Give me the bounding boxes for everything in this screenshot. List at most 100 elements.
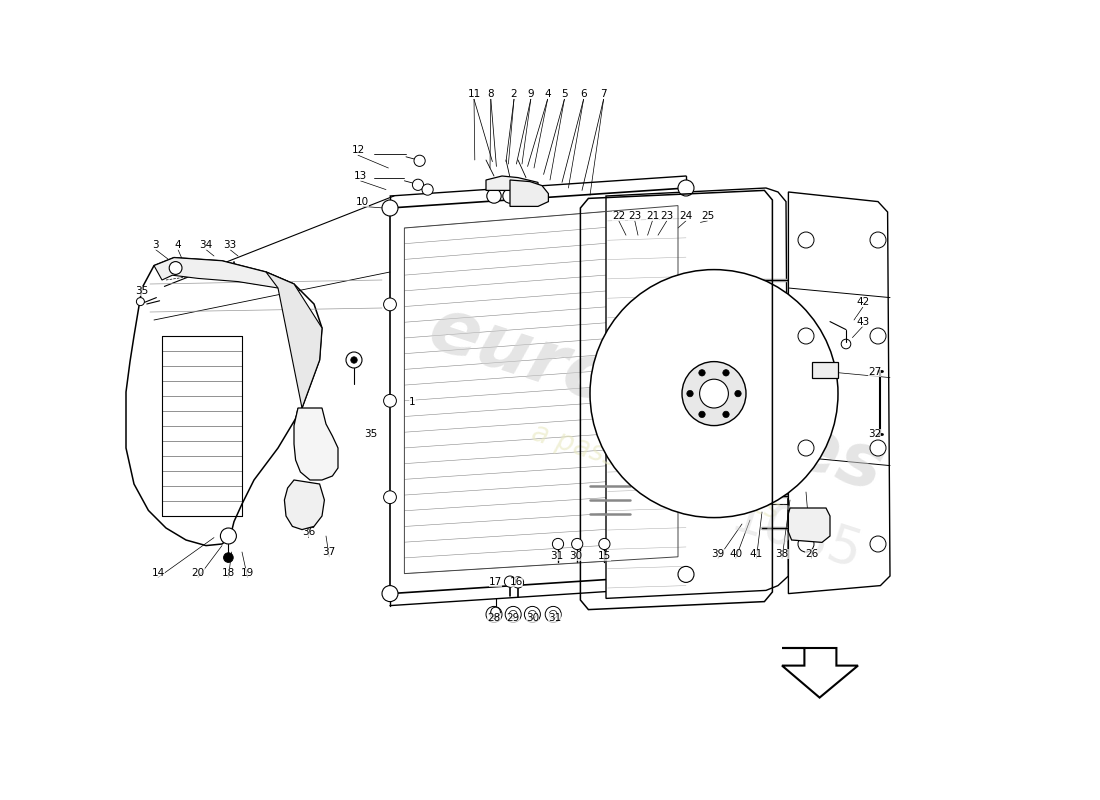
Text: 34: 34 [199, 240, 212, 250]
Text: 37: 37 [322, 547, 335, 557]
Circle shape [414, 155, 426, 166]
Text: 1: 1 [409, 397, 416, 406]
Text: 31: 31 [550, 551, 563, 561]
Polygon shape [486, 176, 538, 190]
Circle shape [422, 184, 433, 195]
Circle shape [820, 522, 829, 531]
Circle shape [870, 328, 886, 344]
Circle shape [598, 538, 611, 550]
Circle shape [735, 390, 741, 397]
Text: 17: 17 [490, 578, 503, 587]
Text: 42: 42 [856, 298, 869, 307]
Text: 36: 36 [306, 423, 319, 433]
Text: 28: 28 [487, 613, 500, 622]
Text: 26: 26 [805, 549, 818, 558]
Text: 22: 22 [613, 211, 626, 221]
Text: 4: 4 [544, 90, 551, 99]
Text: 9: 9 [528, 90, 535, 99]
Text: 25: 25 [701, 211, 714, 221]
Circle shape [503, 189, 517, 203]
Circle shape [517, 187, 527, 197]
Circle shape [169, 262, 182, 274]
Text: 21: 21 [646, 211, 659, 221]
Text: 16: 16 [509, 578, 522, 587]
Circle shape [572, 538, 583, 550]
Text: 19: 19 [241, 568, 254, 578]
Circle shape [384, 394, 396, 407]
Circle shape [513, 182, 531, 202]
Text: 10: 10 [356, 197, 370, 206]
Polygon shape [390, 188, 686, 594]
Text: 14: 14 [152, 568, 165, 578]
Circle shape [698, 411, 705, 418]
Circle shape [298, 504, 311, 517]
Polygon shape [294, 408, 338, 480]
Circle shape [490, 610, 498, 618]
Text: 15: 15 [597, 551, 611, 561]
Circle shape [552, 538, 563, 550]
Text: 27: 27 [868, 367, 881, 377]
Circle shape [798, 440, 814, 456]
Text: 23: 23 [660, 211, 673, 221]
Text: eurospares: eurospares [419, 292, 892, 508]
Circle shape [698, 370, 705, 376]
Circle shape [382, 200, 398, 216]
Text: 5: 5 [561, 90, 568, 99]
Circle shape [798, 536, 814, 552]
Text: 36: 36 [301, 527, 315, 537]
Text: 29: 29 [507, 613, 520, 622]
Circle shape [870, 440, 886, 456]
Text: 18: 18 [222, 568, 235, 578]
Text: 35: 35 [364, 429, 377, 438]
Text: 3: 3 [152, 240, 158, 250]
Circle shape [513, 577, 524, 588]
Text: 7: 7 [601, 90, 607, 99]
Text: 41: 41 [750, 549, 763, 558]
Polygon shape [266, 272, 322, 408]
Text: 32: 32 [868, 429, 881, 438]
Circle shape [351, 357, 358, 363]
Text: 2: 2 [510, 90, 517, 99]
Circle shape [136, 298, 144, 306]
Circle shape [700, 379, 728, 408]
Text: 11: 11 [468, 90, 481, 99]
Circle shape [798, 232, 814, 248]
Circle shape [304, 412, 317, 425]
Circle shape [509, 610, 517, 618]
Circle shape [310, 506, 320, 515]
Circle shape [546, 606, 561, 622]
Circle shape [505, 606, 521, 622]
Text: 4: 4 [175, 240, 182, 250]
Circle shape [810, 522, 818, 531]
Circle shape [678, 566, 694, 582]
Circle shape [590, 270, 838, 518]
Circle shape [795, 515, 810, 530]
Text: 6: 6 [581, 90, 587, 99]
Text: 33: 33 [223, 240, 236, 250]
Circle shape [487, 189, 502, 203]
Circle shape [505, 576, 516, 587]
Text: 30: 30 [569, 551, 582, 561]
Polygon shape [285, 480, 324, 530]
Polygon shape [813, 362, 838, 378]
Circle shape [519, 189, 534, 203]
Circle shape [870, 536, 886, 552]
Circle shape [382, 586, 398, 602]
Text: 43: 43 [856, 317, 869, 326]
Text: 12: 12 [351, 146, 364, 155]
Circle shape [723, 411, 729, 418]
Circle shape [528, 610, 537, 618]
Circle shape [798, 328, 814, 344]
Circle shape [384, 298, 396, 310]
Text: 23: 23 [628, 211, 641, 221]
Polygon shape [789, 192, 890, 594]
Circle shape [491, 607, 501, 617]
Circle shape [686, 390, 693, 397]
Circle shape [682, 362, 746, 426]
Circle shape [220, 528, 236, 544]
Text: 20: 20 [191, 568, 205, 578]
Polygon shape [606, 188, 789, 598]
Text: 39: 39 [712, 549, 725, 558]
Circle shape [306, 434, 317, 446]
Circle shape [549, 610, 558, 618]
